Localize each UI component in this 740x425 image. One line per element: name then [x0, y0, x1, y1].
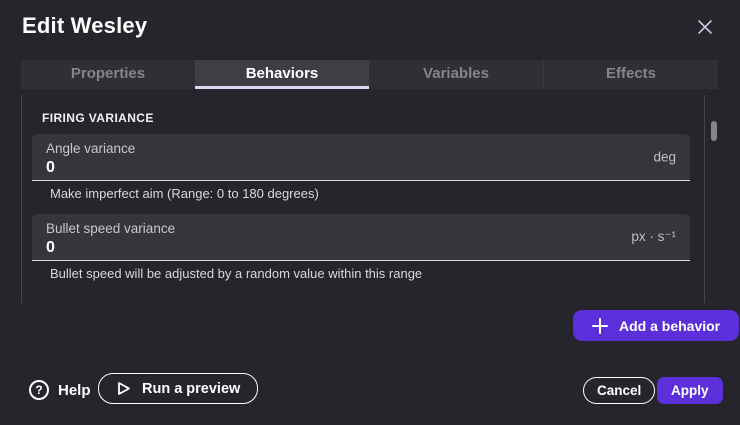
bullet-speed-variance-input[interactable] — [46, 239, 466, 257]
plus-icon — [592, 317, 608, 334]
angle-variance-field[interactable]: Angle variance deg — [32, 134, 690, 181]
tab-properties[interactable]: Properties — [21, 60, 195, 89]
tab-variables[interactable]: Variables — [369, 60, 543, 89]
tab-label: Properties — [70, 64, 146, 82]
page-title: Edit Wesley — [22, 13, 148, 38]
cancel-button[interactable]: Cancel — [583, 377, 656, 404]
close-icon — [697, 19, 713, 35]
tab-label: Behaviors — [245, 64, 319, 82]
scrollbar-thumb[interactable] — [711, 121, 717, 141]
help-icon-glyph: ? — [35, 383, 43, 397]
behaviors-scroll-panel: FIRING VARIANCE Angle variance deg Make … — [21, 95, 705, 303]
field-hint: Bullet speed will be adjusted by a rando… — [50, 266, 423, 281]
field-unit: px · s⁻¹ — [631, 229, 676, 244]
tab-behaviors[interactable]: Behaviors — [195, 60, 369, 89]
help-label: Help — [58, 381, 91, 399]
field-group-angle-variance: Angle variance deg Make imperfect aim (R… — [22, 134, 704, 201]
run-preview-button[interactable]: Run a preview — [98, 373, 259, 404]
close-button[interactable] — [691, 13, 719, 41]
field-hint: Make imperfect aim (Range: 0 to 180 degr… — [50, 186, 319, 201]
angle-variance-input[interactable] — [46, 159, 466, 177]
play-icon — [116, 381, 131, 396]
apply-button[interactable]: Apply — [657, 377, 723, 404]
tab-label: Effects — [605, 64, 657, 82]
field-label: Angle variance — [46, 141, 136, 156]
tab-label: Variables — [423, 64, 489, 82]
add-behavior-label: Add a behavior — [619, 317, 721, 334]
field-label: Bullet speed variance — [46, 221, 176, 236]
bullet-speed-variance-field[interactable]: Bullet speed variance px · s⁻¹ — [32, 214, 690, 261]
field-unit: deg — [653, 149, 676, 165]
field-group-bullet-speed-variance: Bullet speed variance px · s⁻¹ Bullet sp… — [22, 214, 704, 281]
help-icon: ? — [29, 380, 49, 400]
add-behavior-button[interactable]: Add a behavior — [573, 310, 740, 341]
help-button[interactable]: ? Help — [29, 379, 91, 401]
tab-bar: Properties Behaviors Variables Effects — [21, 60, 718, 89]
section-heading-firing-variance: FIRING VARIANCE — [42, 111, 154, 125]
run-preview-label: Run a preview — [142, 380, 241, 397]
tab-effects[interactable]: Effects — [543, 60, 718, 89]
